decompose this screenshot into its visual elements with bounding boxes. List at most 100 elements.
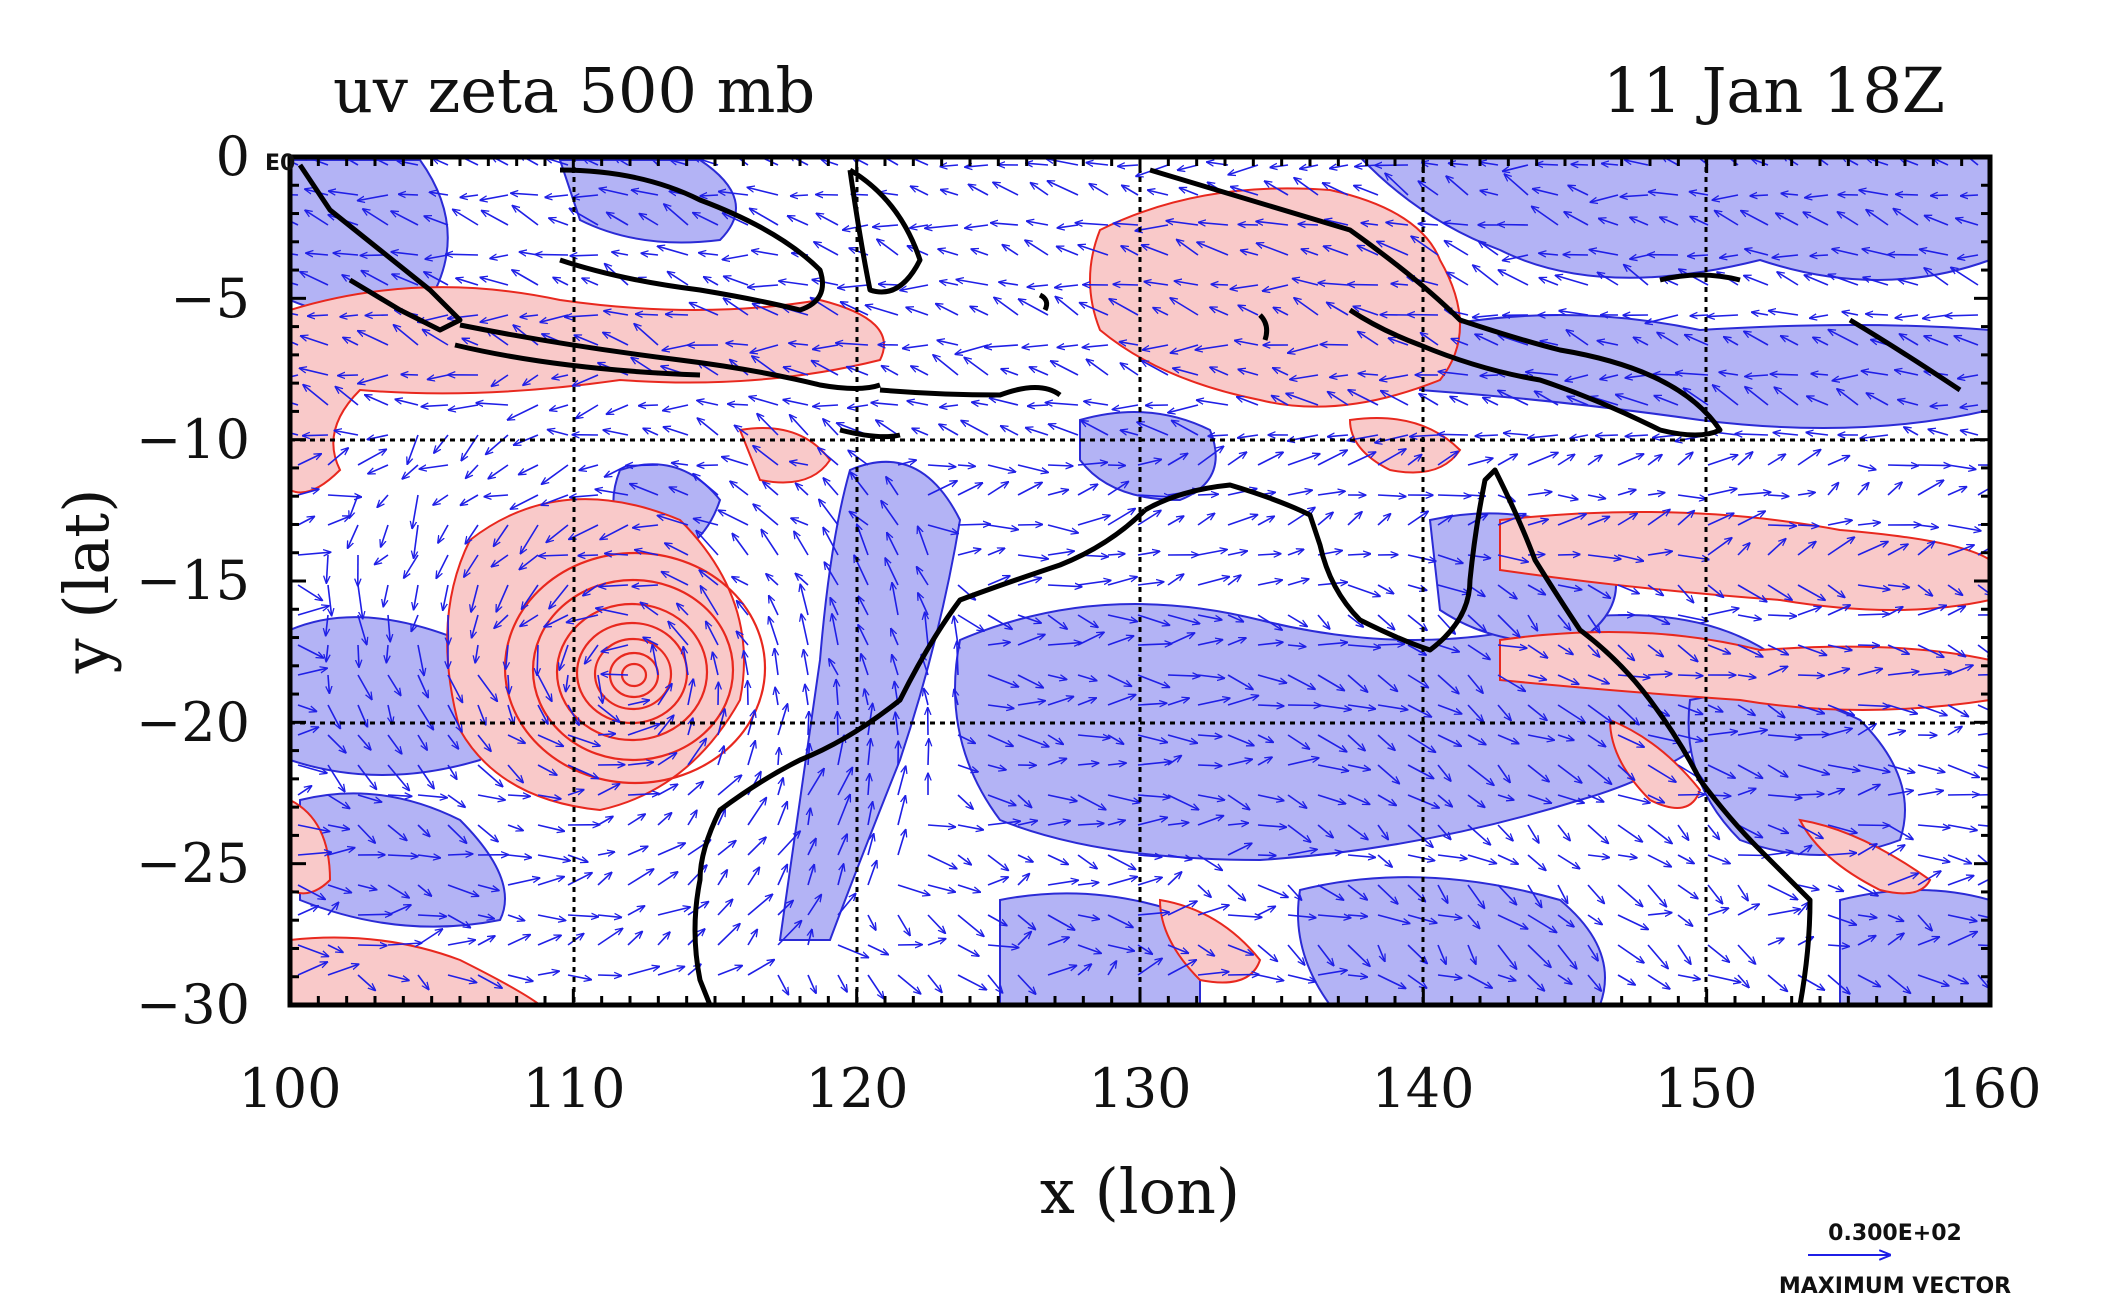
wind-vector: [460, 494, 479, 505]
wind-vector: [819, 499, 839, 526]
wind-vector: [1598, 272, 1619, 286]
wind-vector: [537, 644, 538, 675]
wind-vector: [1153, 308, 1169, 316]
wind-vector: [965, 165, 989, 167]
wind-vector: [814, 242, 839, 256]
wind-vector: [596, 608, 629, 616]
wind-vector: [1526, 372, 1559, 375]
wind-vector: [1407, 511, 1428, 526]
wind-vector: [1557, 514, 1586, 526]
wind-vector: [1657, 333, 1679, 346]
wind-vector: [1450, 397, 1469, 406]
wind-vector: [1317, 491, 1345, 495]
wind-vector: [1947, 524, 1981, 531]
wind-vector: [1751, 159, 1769, 166]
wind-vector: [1735, 434, 1769, 435]
wind-vector: [391, 211, 419, 226]
wind-vector: [1347, 584, 1380, 596]
wind-vector: [1418, 224, 1439, 225]
wind-vector: [1230, 284, 1259, 289]
wind-vector: [1920, 249, 1949, 256]
wind-vector: [1887, 544, 1908, 556]
wind-vector: [1707, 538, 1732, 556]
wind-vector: [987, 576, 1010, 586]
wind-vector: [1227, 614, 1243, 622]
wind-vector: [567, 614, 599, 622]
wind-vector: [1177, 240, 1199, 256]
wind-vector: [570, 495, 599, 497]
wind-vector: [1866, 314, 1889, 315]
wind-vector: [1925, 216, 1949, 226]
wind-vector: [1737, 644, 1763, 657]
wind-vector: [1437, 584, 1469, 594]
wind-vector: [843, 224, 869, 230]
wind-vector: [1142, 361, 1169, 376]
wind-vector: [790, 415, 809, 436]
wind-vector: [876, 420, 899, 436]
wind-vector: [1917, 542, 1935, 556]
wind-vector: [1173, 368, 1199, 376]
y-axis-label: y (lat): [50, 489, 123, 675]
chart-title-left: uv zeta 500 mb: [333, 54, 815, 127]
wind-vector: [892, 655, 899, 676]
wind-vector: [1587, 495, 1605, 499]
wind-vector: [488, 464, 509, 479]
wind-vector: [1810, 255, 1829, 256]
wind-vector: [541, 494, 569, 505]
wind-vector: [334, 431, 359, 436]
wind-vector: [1437, 495, 1471, 496]
wind-vector: [769, 617, 779, 646]
wind-vector: [1797, 734, 1829, 735]
wind-vector: [1172, 421, 1199, 436]
wind-vector: [456, 278, 479, 286]
wind-vector: [1827, 483, 1839, 496]
wind-vector: [1827, 644, 1852, 650]
wind-vector: [511, 494, 539, 509]
wind-vector: [866, 305, 899, 316]
wind-vector: [348, 524, 359, 548]
wind-vector: [683, 647, 689, 676]
wind-vector: [911, 186, 929, 196]
wind-vector: [357, 614, 367, 645]
wind-vector: [1265, 181, 1289, 196]
wind-vector: [648, 157, 659, 166]
wind-vector: [1137, 511, 1161, 526]
wind-vector: [722, 457, 749, 466]
wind-vector: [652, 645, 659, 676]
wind-vector: [848, 405, 869, 408]
wind-vector: [1653, 374, 1679, 375]
wind-vector: [1437, 451, 1458, 466]
wind-vector: [566, 674, 568, 692]
wind-vector: [1257, 580, 1282, 586]
wind-vector: [1767, 525, 1796, 526]
wind-vector: [1863, 277, 1889, 286]
wind-vector: [858, 596, 869, 616]
wind-vector: [1498, 225, 1529, 226]
wind-vector: [1437, 516, 1452, 526]
wind-vector: [1017, 578, 1041, 586]
wind-vector: [1197, 514, 1215, 526]
wind-vector: [1257, 855, 1276, 856]
wind-vector: [1017, 674, 1043, 688]
wind-vector: [446, 254, 479, 255]
wind-vector: [912, 428, 929, 436]
wind-vector: [419, 464, 449, 469]
wind-vector: [1027, 285, 1049, 287]
wind-vector: [290, 432, 299, 436]
wind-vector: [599, 585, 629, 587]
wind-vector: [1144, 282, 1169, 285]
wind-vector: [1923, 315, 1949, 319]
wind-vector: [636, 314, 659, 315]
wind-vector: [1294, 298, 1319, 316]
wind-vector: [1047, 181, 1079, 196]
wind-vector: [704, 277, 719, 286]
wind-vector: [748, 285, 779, 287]
wind-vector: [903, 345, 929, 348]
wind-vector: [480, 277, 509, 286]
wind-vector: [1330, 375, 1349, 377]
wind-vector: [1647, 510, 1670, 526]
wind-vector: [808, 712, 809, 736]
wind-vector: [553, 278, 569, 286]
wind-vector: [906, 307, 929, 316]
wind-vector: [1647, 551, 1672, 555]
